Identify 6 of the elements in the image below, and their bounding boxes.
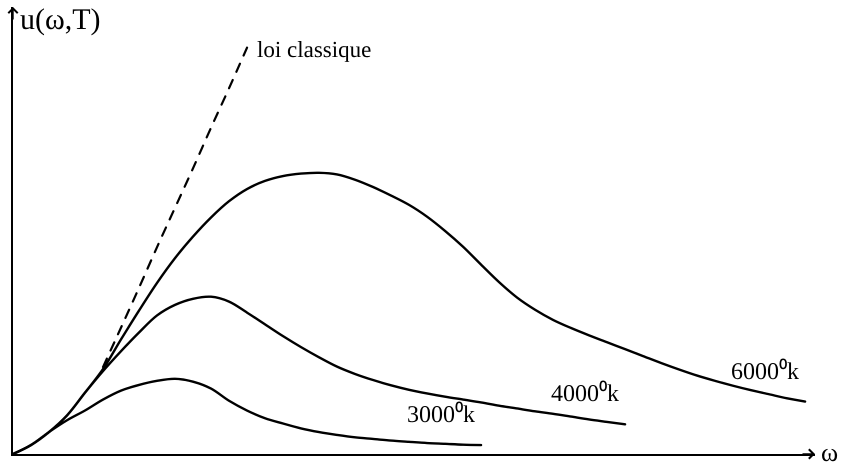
series-label: 4000⁰k (551, 380, 619, 407)
series-label: loi classique (257, 37, 372, 62)
series-label: 3000⁰k (407, 401, 475, 428)
x-axis-title: ω (821, 438, 838, 466)
y-axis-title: u(ω,T) (20, 3, 101, 36)
series-label: 6000⁰k (731, 358, 799, 385)
